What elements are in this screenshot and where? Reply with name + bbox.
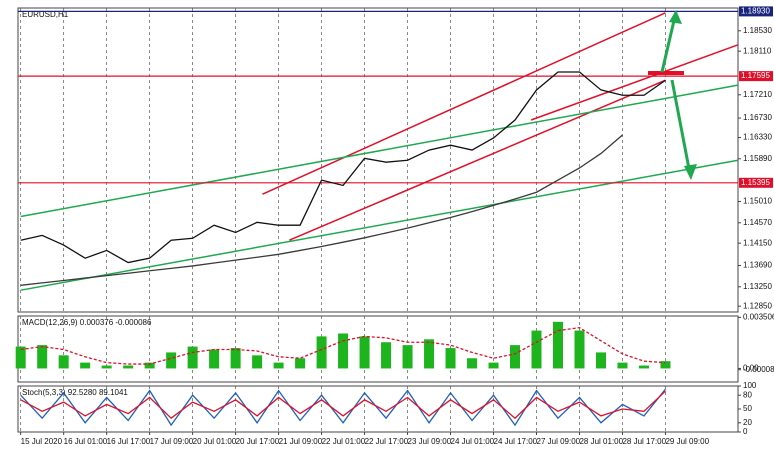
y-tick-label: 1.16330 xyxy=(743,133,772,142)
bar xyxy=(209,349,220,369)
y-tick-label: 1.13250 xyxy=(743,282,772,291)
annotations xyxy=(648,10,697,180)
bar xyxy=(273,362,284,369)
level-label-box xyxy=(739,177,773,188)
bar xyxy=(467,358,478,369)
series-line xyxy=(20,71,666,264)
y-tick-label: 80 xyxy=(743,390,752,399)
bar xyxy=(295,358,306,369)
x-tick-label: 20 Jul 17:00 xyxy=(236,437,280,446)
level-label: 1.15395 xyxy=(741,178,770,187)
x-tick-label: 27 Jul 09:00 xyxy=(537,437,581,446)
bar xyxy=(316,336,327,369)
panels: 1.18530 1.18110 1.17210 1.16730 1.16330 1.158… xyxy=(17,7,774,446)
panel-title: Stoch(5,3,3) 92.5280 89.1041 xyxy=(22,388,128,397)
bar xyxy=(574,330,585,369)
x-tick-label: 28 Jul 01:00 xyxy=(579,437,623,446)
trendline xyxy=(530,44,739,121)
y-tick-label: 1.14150 xyxy=(743,238,772,247)
x-tick-label: 22 Jul 01:00 xyxy=(322,437,366,446)
panel-frame xyxy=(17,315,739,383)
bar xyxy=(359,336,370,369)
x-tick-label: 16 Jul 17:00 xyxy=(107,437,151,446)
series-line xyxy=(20,326,666,365)
y-tick-label: 100 xyxy=(743,381,757,390)
panel-title: EURUSD,H1 xyxy=(22,10,69,19)
x-tick-label: 24 Jul 17:00 xyxy=(494,437,538,446)
panel-frame xyxy=(17,7,739,313)
x-tick-label: 21 Jul 09:00 xyxy=(279,437,323,446)
bar xyxy=(381,342,392,369)
x-tick-label: 20 Jul 01:00 xyxy=(193,437,237,446)
bar xyxy=(123,365,134,369)
bar xyxy=(638,365,649,369)
panel-title: MACD(12,26,9) 0.000376 -0.000086 xyxy=(22,318,152,327)
y-tick-label: -0.000086 xyxy=(743,365,774,374)
bar xyxy=(166,352,177,369)
arrow-up-head xyxy=(669,10,682,24)
series-line xyxy=(20,390,666,420)
series-line xyxy=(20,388,666,427)
trendline xyxy=(20,159,739,291)
bar xyxy=(15,346,26,369)
x-tick-label: 16 Jul 01:00 xyxy=(64,437,108,446)
bar xyxy=(488,362,499,369)
x-tick-label: 29 Jul 09:00 xyxy=(665,437,709,446)
bar xyxy=(660,361,671,369)
level-label: 1.18930 xyxy=(741,7,770,16)
bar xyxy=(230,348,241,369)
x-tick-label: 23 Jul 09:00 xyxy=(408,437,452,446)
bar xyxy=(338,333,349,369)
y-tick-label: 1.16730 xyxy=(743,113,772,122)
y-tick-label: 1.14570 xyxy=(743,218,772,227)
y-tick-label: 1.18110 xyxy=(743,46,772,55)
y-tick-label: 1.18530 xyxy=(743,26,772,35)
bar xyxy=(187,346,198,369)
bar xyxy=(252,355,263,369)
x-tick-label: 28 Jul 17:00 xyxy=(622,437,666,446)
x-tick-label: 15 Jul 2020 xyxy=(21,437,63,446)
y-tick-label: 1.15010 xyxy=(743,197,772,206)
x-tick-label: 17 Jul 09:00 xyxy=(150,437,194,446)
x-tick-label: 22 Jul 17:00 xyxy=(365,437,409,446)
series-line xyxy=(20,134,623,286)
bar xyxy=(402,345,413,369)
trendline xyxy=(289,79,666,241)
bar xyxy=(424,339,435,369)
arrow-down-head xyxy=(684,164,697,180)
level-label-box xyxy=(739,6,773,17)
trendline xyxy=(262,12,666,195)
bar xyxy=(510,345,521,369)
y-tick-label: 1.15890 xyxy=(743,154,772,163)
bar xyxy=(531,330,542,369)
bar xyxy=(445,348,456,369)
y-tick-label: 1.17210 xyxy=(743,90,772,99)
level-label-box xyxy=(739,71,773,82)
y-tick-label: 1.12850 xyxy=(743,301,772,310)
bar xyxy=(617,362,628,369)
trendline xyxy=(20,84,739,218)
y-tick-label: 50 xyxy=(743,404,752,413)
bar xyxy=(58,355,69,369)
y-tick-label: 0.003506 xyxy=(743,312,774,321)
bar xyxy=(144,362,155,369)
y-tick-label: 1.13690 xyxy=(743,261,772,270)
level-label: 1.17595 xyxy=(741,71,770,80)
bar xyxy=(553,321,563,369)
bar xyxy=(37,345,48,369)
bar xyxy=(595,352,606,369)
y-tick-label: 20 xyxy=(743,418,752,427)
arrow-down xyxy=(670,79,692,175)
y-tick-label: 0 xyxy=(743,427,748,436)
marks: EURUSD,H1 1.18930 1.17595 1.15395 MACD(12,26… xyxy=(15,6,773,427)
x-tick-label: 24 Jul 01:00 xyxy=(451,437,495,446)
bar xyxy=(101,365,112,369)
bar xyxy=(80,362,91,369)
y-tick-label: 0.00 xyxy=(743,364,759,373)
